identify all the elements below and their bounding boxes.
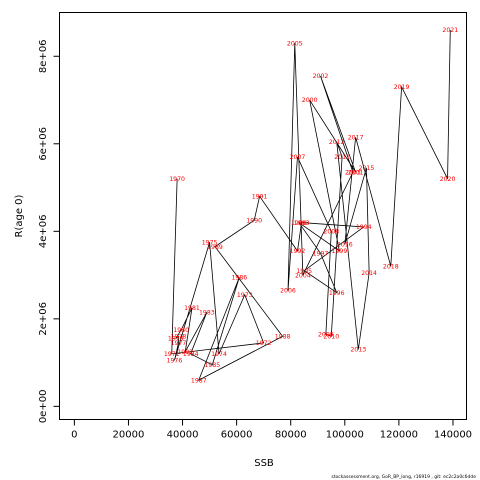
- year-label-1992: 1992: [290, 248, 306, 255]
- y-tick-label: 4e+06: [38, 215, 49, 249]
- year-label-2010: 2010: [323, 334, 339, 341]
- year-label-2002: 2002: [313, 73, 329, 80]
- year-label-1982: 1982: [177, 349, 193, 356]
- year-label-2007: 2007: [290, 154, 306, 161]
- y-axis: 0e+00 2e+06 4e+06 6e+06 8e+06: [38, 39, 60, 423]
- year-label-2006: 2006: [280, 288, 296, 295]
- year-label-2004: 2004: [295, 272, 311, 279]
- year-label-1979: 1979: [168, 336, 184, 343]
- x-tick-label: 100000: [326, 430, 364, 441]
- year-label-2003: 2003: [345, 169, 361, 176]
- year-label-2009: 2009: [318, 331, 334, 338]
- x-tick-label: 40000: [167, 430, 199, 441]
- year-label-2021: 2021: [442, 27, 458, 34]
- x-tick-label: 140000: [434, 430, 472, 441]
- year-label-1970: 1970: [169, 176, 185, 183]
- year-label-2000: 2000: [302, 97, 318, 104]
- year-label-1983: 1983: [199, 309, 215, 316]
- year-label-2014: 2014: [361, 270, 377, 277]
- year-label-1975: 1975: [202, 239, 218, 246]
- year-label-1998: 1998: [291, 220, 307, 227]
- year-label-1997: 1997: [313, 250, 329, 257]
- year-label-2019: 2019: [394, 84, 410, 91]
- y-axis-title: R(age 0): [14, 194, 25, 237]
- year-label-1995: 1995: [296, 268, 312, 275]
- year-label-2011: 2011: [334, 154, 350, 161]
- x-tick-label: 0: [71, 430, 77, 441]
- x-axis: 0 20000 40000 60000 80000 100000 120000 140000: [71, 419, 472, 441]
- year-label-1989: 1989: [207, 244, 223, 251]
- year-labels: 1970 1971 1972 1973 1974 1975 1976 197719781979…: [164, 27, 458, 384]
- year-label-2001: 2001: [348, 169, 364, 176]
- year-label-1984: 1984: [183, 351, 199, 358]
- year-label-1993: 1993: [294, 220, 310, 227]
- x-tick-label: 80000: [275, 430, 307, 441]
- year-label-1971: 1971: [164, 351, 180, 358]
- year-label-1994: 1994: [356, 224, 372, 231]
- year-label-1972: 1972: [256, 340, 272, 347]
- y-tick-label: 6e+06: [38, 127, 49, 161]
- year-label-1990: 1990: [246, 218, 262, 225]
- year-label-2012: 2012: [329, 139, 345, 146]
- year-label-2015: 2015: [359, 165, 375, 172]
- year-label-1991: 1991: [252, 194, 268, 201]
- year-label-2008: 2008: [323, 229, 339, 236]
- year-label-1976: 1976: [167, 358, 183, 365]
- year-label-1974: 1974: [211, 351, 227, 358]
- year-label-1980: 1980: [173, 327, 189, 334]
- y-tick-label: 2e+06: [38, 302, 49, 336]
- year-label-1977: 1977: [171, 340, 187, 347]
- year-label-2020: 2020: [440, 176, 456, 183]
- year-label-1988: 1988: [275, 334, 291, 341]
- x-tick-label: 120000: [380, 430, 418, 441]
- year-label-2017: 2017: [348, 134, 364, 141]
- year-label-1985: 1985: [204, 362, 220, 369]
- year-label-2016: 2016: [337, 242, 353, 249]
- recruitment-trajectory-line: [171, 30, 451, 381]
- x-tick-label: 20000: [113, 430, 145, 441]
- year-label-2018: 2018: [383, 264, 399, 271]
- y-tick-label: 8e+06: [38, 39, 49, 73]
- plot-frame: [59, 12, 467, 420]
- year-label-1986: 1986: [231, 274, 247, 281]
- x-tick-label: 60000: [221, 430, 253, 441]
- year-label-2013: 2013: [350, 347, 366, 354]
- year-label-1978: 1978: [171, 334, 187, 341]
- year-label-1981: 1981: [184, 305, 200, 312]
- year-label-1999: 1999: [332, 248, 348, 255]
- credit-text: stockassessment.org, GoR_BP_long, r16919…: [331, 474, 476, 480]
- x-axis-title: SSB: [254, 458, 274, 469]
- year-label-2005: 2005: [287, 40, 303, 47]
- year-label-1996: 1996: [329, 290, 345, 297]
- year-label-1987: 1987: [191, 377, 207, 384]
- y-tick-label: 0e+00: [38, 390, 49, 424]
- year-label-1973: 1973: [237, 292, 253, 299]
